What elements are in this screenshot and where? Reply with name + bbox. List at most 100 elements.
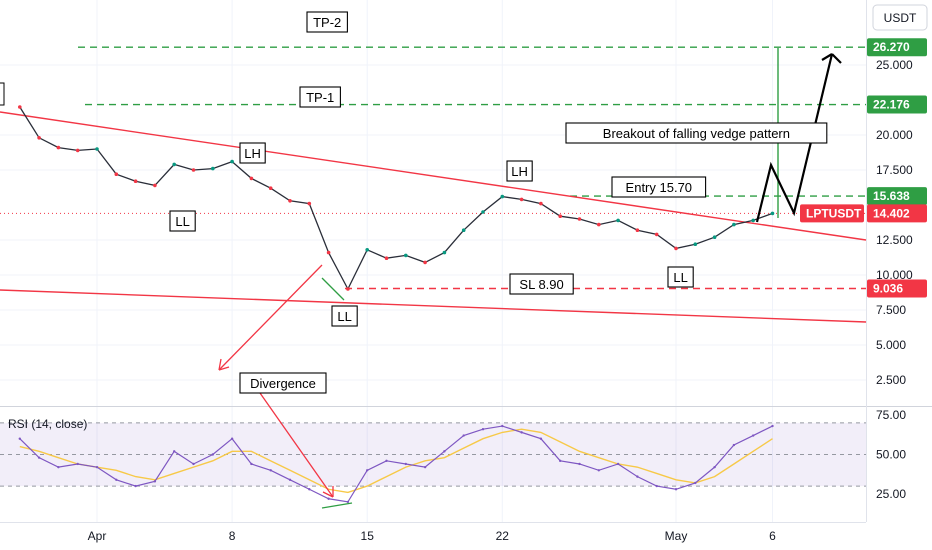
badge-text: 22.176 [873,98,910,112]
rsi-pane[interactable] [0,422,866,487]
price-point [18,105,22,109]
rsi-point [288,478,292,481]
badge-symbol: LPTUSDT [800,204,864,223]
badge-sl: 9.036 [867,279,927,298]
annotation-tp2[interactable]: TP-2 [306,11,348,33]
rsi-tick-label: 25.00 [876,487,906,501]
rsi-point [539,437,543,440]
rsi-point [520,431,523,434]
annotation-box [331,305,358,327]
price-point [654,232,659,237]
rsi-point [346,500,350,504]
price-tick-label: 5.000 [876,338,906,352]
price-divergence-line[interactable] [321,277,345,301]
time-tick-label: Apr [88,529,107,543]
annotation-text: LL [673,270,687,285]
rsi-point [134,484,137,488]
annotation-lh1[interactable]: LH [239,142,266,164]
price-point [268,186,273,190]
currency-button[interactable]: USDT [872,4,928,31]
price-point [500,194,505,199]
annotation-box [239,142,266,164]
price-tick-label: 10.000 [876,268,913,282]
time-axis[interactable]: Apr 8 15 22 May 6 [88,529,777,543]
rsi-point [636,475,639,478]
rsi-point [250,462,253,466]
price-point [307,201,312,206]
annotation-lh2[interactable]: LH [506,160,533,182]
time-tick-label: 15 [361,529,375,543]
annotation-text: TP-2 [313,15,341,30]
price-axis[interactable]: 25.000 20.000 17.500 12.500 10.000 7.500 5.000… [876,58,913,387]
annotation-text: TP-1 [306,90,334,105]
price-point [95,147,99,151]
price-point [133,179,138,183]
price-point [732,222,736,227]
price-tick-label: 12.500 [876,233,913,247]
price-badges: 26.270 22.176 15.638 LPTUSDT 14.402 9.036 [800,38,927,298]
annotation-ll1[interactable]: LL [169,210,196,232]
time-tick-label: 8 [229,529,236,543]
divergence-arrow-rsi-head [322,486,334,498]
annotation-box [667,266,694,288]
price-point [635,228,640,232]
price-point [519,197,524,202]
price-point [577,217,582,221]
rsi-point [366,469,369,472]
divergence-arrow-rsi[interactable] [259,392,334,498]
rsi-point [501,424,504,428]
badge-entry: 15.638 [867,187,927,206]
annotation-entry[interactable]: Entry 15.70 [611,176,707,198]
badge-tp1: 22.176 [867,95,927,114]
annotation-divergence[interactable]: Divergence [239,372,327,394]
price-tick-label: 7.500 [876,303,906,317]
rsi-divergence-line[interactable] [321,502,353,509]
badge-bg [800,204,864,223]
wedge-lower-trendline[interactable] [0,289,867,323]
price-point [326,250,331,255]
price-point [461,228,466,232]
price-point [75,148,80,153]
wedge-upper-trendline[interactable] [0,111,867,241]
price-tick-label: 25.000 [876,58,913,72]
badge-bg [867,95,927,114]
annotation-text: SL 8.90 [519,277,563,292]
price-point [288,199,292,203]
rsi-point [230,437,234,440]
annotation-tp1[interactable]: TP-1 [299,86,341,108]
annotation-text: Entry 15.70 [626,180,693,195]
price-point [365,248,370,252]
price-point [674,246,678,251]
badge-bg [867,204,927,223]
price-point [346,287,350,291]
price-point [191,168,196,172]
rsi-indicator-label[interactable]: RSI (14, close) [8,417,87,431]
price-point [712,235,717,239]
rsi-line [19,425,773,503]
annotation-sl[interactable]: SL 8.90 [509,273,574,295]
rsi-point [37,456,41,459]
annotation-ll2[interactable]: LL [331,305,358,327]
rsi-axis[interactable]: 75.00 50.00 25.00 [876,408,906,501]
badge-text: 9.036 [873,281,903,295]
annotation-text: LH [244,146,261,161]
price-pane[interactable] [0,0,866,522]
rsi-point [771,424,774,428]
time-tick-label: 6 [769,529,776,543]
price-point [230,159,234,164]
time-tick-label: 22 [496,529,510,543]
rsi-point [173,450,176,453]
price-point [249,176,254,181]
rsi-point [578,462,581,466]
projected-path-arrowhead [821,53,842,64]
annotation-box [299,86,341,108]
rsi-point [308,488,311,491]
annotation-breakout[interactable]: Breakout of falling vedge pattern [565,122,828,144]
annotation-ll3[interactable]: LL [667,266,694,288]
rsi-point [597,469,600,472]
divergence-arrow-price[interactable] [218,264,323,371]
rsi-point [269,469,272,472]
price-point [616,218,620,223]
currency-label: USDT [884,11,917,25]
